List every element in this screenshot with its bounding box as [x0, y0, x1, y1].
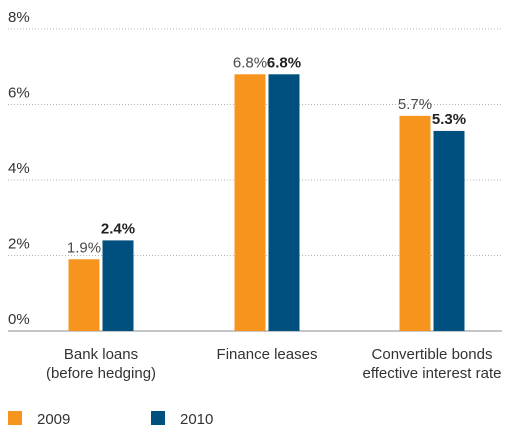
legend: 2009 2010: [8, 411, 213, 428]
bars: [68, 74, 465, 332]
y-axis-tick-labels: 0% 2% 4% 6% 8%: [8, 9, 30, 328]
category-labels: Bank loans (before hedging) Finance leases…: [46, 346, 502, 382]
bar-2009-0: [68, 259, 100, 331]
data-label-2009-2: 5.7%: [398, 96, 432, 113]
bar-2009-1: [234, 74, 266, 332]
bar-2009-2: [399, 115, 431, 331]
data-labels: 1.9% 6.8% 5.7% 2.4% 6.8% 5.3%: [67, 54, 466, 256]
y-tick-label-4: 4%: [8, 160, 30, 177]
category-label-2-line-0: Convertible bonds: [372, 346, 493, 363]
bar-2010-0: [102, 240, 134, 331]
category-label-0-line-1: (before hedging): [46, 365, 156, 382]
y-tick-label-0: 0%: [8, 311, 30, 328]
data-label-2010-1: 6.8%: [267, 54, 301, 71]
y-tick-label-8: 8%: [8, 9, 30, 26]
bar-2010-1: [268, 74, 300, 332]
legend-swatch-2010: [151, 411, 165, 425]
legend-label-2010: 2010: [180, 411, 213, 428]
data-label-2010-0: 2.4%: [101, 220, 135, 237]
category-label-1-line-0: Finance leases: [217, 346, 318, 363]
data-label-2009-1: 6.8%: [233, 54, 267, 71]
y-tick-label-2: 2%: [8, 236, 30, 253]
category-label-0-line-0: Bank loans: [64, 346, 138, 363]
legend-label-2009: 2009: [37, 411, 70, 428]
bar-2010-2: [433, 130, 465, 331]
category-label-2-line-1: effective interest rate: [363, 365, 502, 382]
data-label-2009-0: 1.9%: [67, 239, 101, 256]
data-label-2010-2: 5.3%: [432, 111, 466, 128]
y-tick-label-6: 6%: [8, 85, 30, 102]
legend-swatch-2009: [8, 411, 22, 425]
